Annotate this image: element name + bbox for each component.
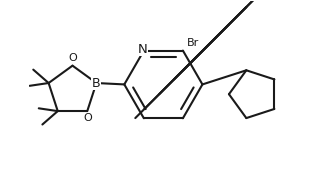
Text: B: B	[92, 76, 101, 89]
Text: Br: Br	[187, 38, 199, 48]
Text: O: O	[83, 113, 92, 123]
Text: N: N	[138, 43, 147, 56]
Text: O: O	[68, 53, 77, 63]
